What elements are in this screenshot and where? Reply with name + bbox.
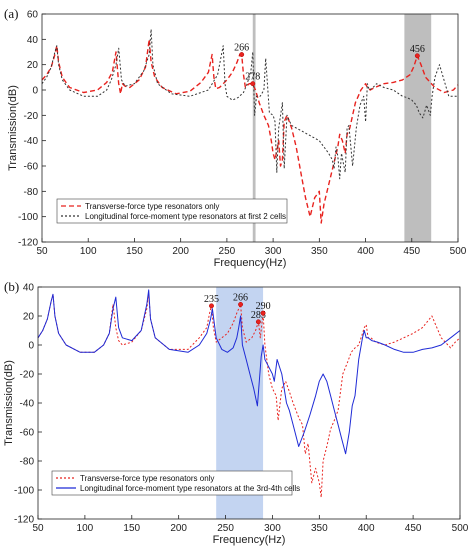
y-tick-label: 20 (23, 312, 35, 323)
y-tick-label: -120 (18, 238, 38, 249)
y-tick-label: 0 (32, 86, 38, 97)
y-tick-label: 60 (27, 10, 39, 21)
y-tick-label: -80 (20, 457, 35, 468)
y-axis-label: Transmission(dB) (7, 85, 19, 171)
y-tick-label: -40 (24, 136, 39, 147)
x-tick-label: 400 (357, 246, 374, 257)
annotation-marker (209, 303, 214, 309)
y-tick-label: 40 (23, 283, 35, 294)
x-tick-label: 500 (450, 246, 467, 257)
annotation-label: 456 (410, 44, 425, 55)
annotation-label: 278 (245, 72, 260, 83)
y-tick-label: -20 (20, 370, 35, 381)
series-line-1 (41, 38, 459, 224)
x-tick-label: 450 (405, 523, 422, 534)
annotation-label: 290 (256, 301, 271, 312)
x-tick-label: 100 (80, 246, 97, 257)
x-tick-label: 400 (358, 523, 375, 534)
legend-label: Longitudinal force-moment type resonator… (85, 212, 286, 221)
legend-box (51, 470, 293, 496)
y-tick-label: 40 (27, 35, 39, 46)
series-line-2 (37, 289, 461, 455)
x-tick-label: 350 (311, 246, 328, 257)
x-tick-label: 100 (77, 523, 94, 534)
annotation-marker (239, 52, 245, 57)
series-line-2 (41, 28, 458, 180)
x-tick-label: 350 (311, 523, 328, 534)
x-tick-label: 50 (36, 246, 48, 257)
x-tick-label: 150 (126, 246, 143, 257)
y-tick-label: -80 (24, 187, 39, 198)
y-tick-label: -100 (14, 486, 34, 497)
annotation-label: 266 (234, 43, 249, 54)
legend-label: Longitudinal force-moment type resonator… (80, 484, 300, 493)
x-tick-label: 250 (219, 246, 236, 257)
chart-panel-b: 50 100 150 200 250 300 350 400 450 500-120-100-80… (3, 279, 469, 546)
y-tick-label: -100 (18, 212, 38, 223)
panel-label: (a) (4, 6, 18, 21)
x-tick-label: 500 (452, 523, 469, 534)
series-line-1 (37, 293, 461, 498)
chart-panel-a: 50 100 150 200 250 300 350 400 450 500-120-100-80… (4, 6, 467, 269)
annotation-label: 266 (233, 292, 248, 303)
x-axis-label: Frequency(Hz) (214, 257, 287, 269)
y-tick-label: -120 (14, 515, 34, 526)
x-tick-label: 300 (264, 523, 281, 534)
y-tick-label: -40 (20, 399, 35, 410)
annotation-marker (414, 53, 420, 59)
annotation-marker (260, 310, 266, 316)
legend-box (56, 198, 288, 224)
y-tick-label: -20 (24, 111, 39, 122)
plot-area-frame (41, 13, 459, 243)
annotation-marker (250, 81, 256, 87)
legend-label: Transverse-force type resonators only (80, 474, 214, 483)
panel-label: (b) (4, 279, 19, 294)
shaded-band (404, 14, 432, 242)
y-tick-label: 20 (27, 60, 39, 71)
x-tick-label: 50 (32, 523, 44, 534)
x-axis-label: Frequency(Hz) (213, 534, 286, 546)
y-tick-label: -60 (24, 162, 39, 173)
annotation-marker (255, 319, 261, 325)
y-tick-label: -60 (20, 428, 35, 439)
x-tick-label: 200 (172, 246, 189, 257)
y-tick-label: 0 (28, 341, 34, 352)
annotation-label: 235 (204, 294, 219, 305)
y-axis-label: Transmission(dB) (3, 360, 15, 446)
x-tick-label: 200 (170, 523, 187, 534)
x-tick-label: 450 (403, 246, 420, 257)
shaded-band (252, 14, 256, 242)
annotation-label: 285 (251, 310, 266, 321)
x-tick-label: 300 (265, 246, 282, 257)
legend-label: Transverse-force type resonators only (85, 202, 219, 211)
annotation-marker (238, 301, 244, 307)
x-tick-label: 250 (217, 523, 234, 534)
x-tick-label: 150 (123, 523, 140, 534)
